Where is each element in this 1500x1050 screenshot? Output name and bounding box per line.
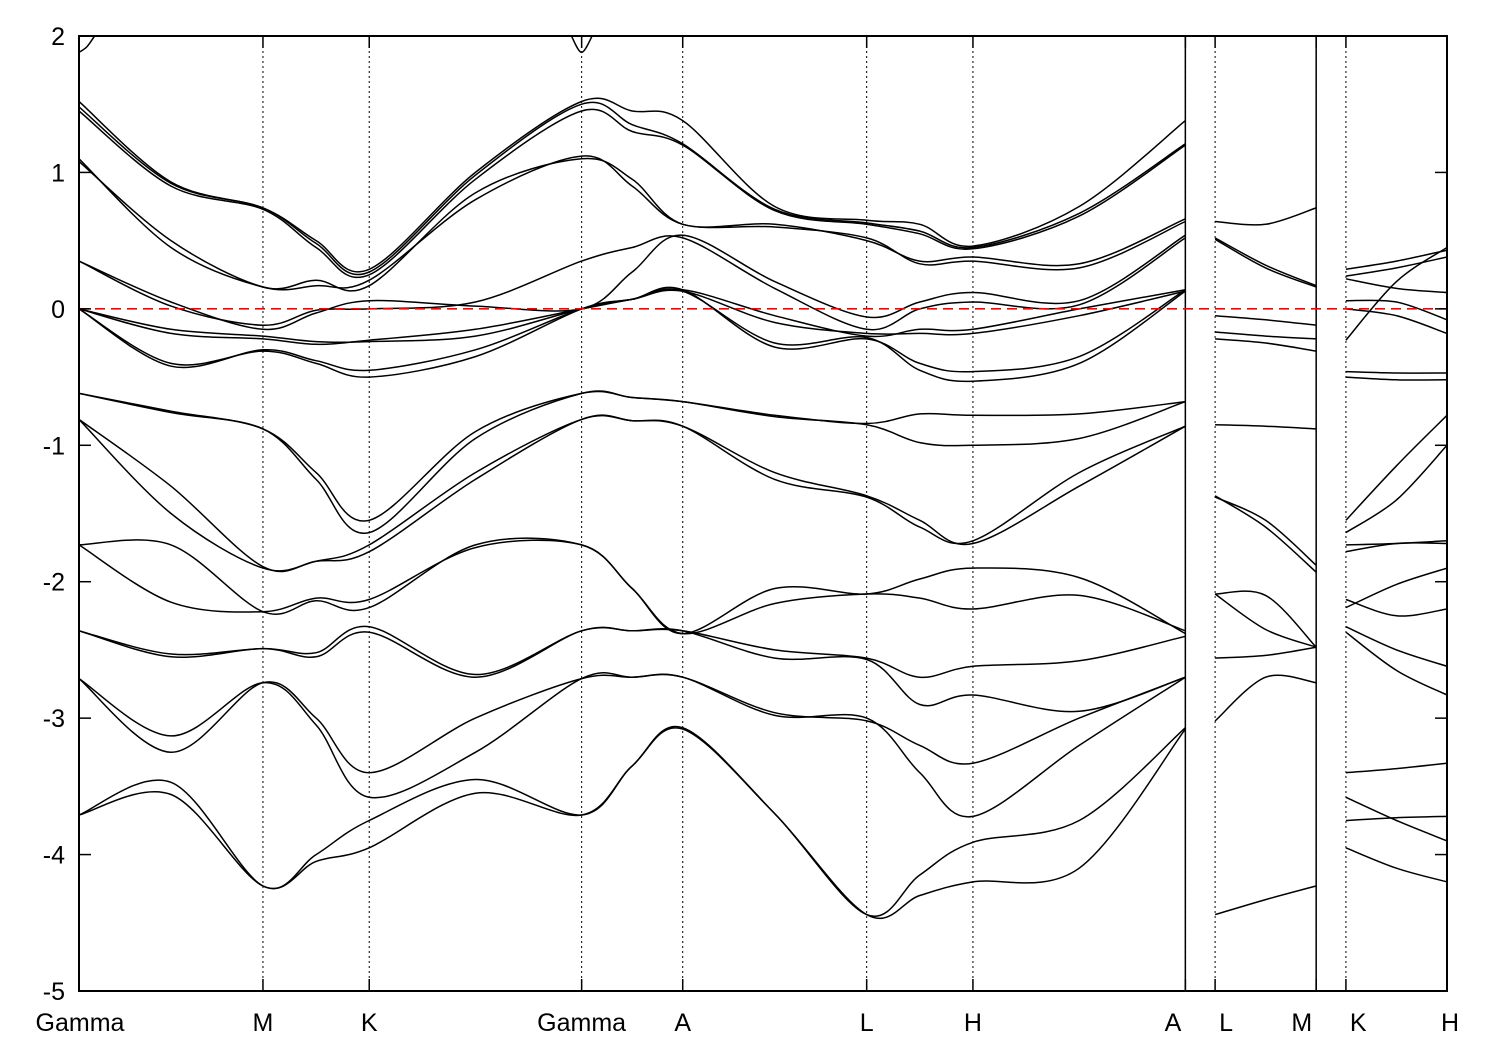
- band-line-2: [79, 671, 1186, 799]
- y-tick-labels: -5 -4 -3 -2 -1 0 1 2: [43, 23, 65, 1006]
- band-line-6: [79, 537, 1186, 635]
- band-line-56: [1345, 847, 1447, 883]
- x-tick-label-8: L: [1219, 1009, 1233, 1037]
- band-line-17: [79, 235, 1186, 331]
- y-tick-label-0: -5: [43, 978, 65, 1006]
- band-line-48: [1345, 542, 1447, 553]
- band-line-50: [1345, 598, 1447, 617]
- x-tick-label-4: A: [674, 1009, 691, 1037]
- band-line-39: [1345, 278, 1447, 294]
- y-tick-label-7: 2: [51, 23, 65, 51]
- x-tick-label-0: Gamma: [36, 1009, 125, 1037]
- band-line-25: [1214, 237, 1317, 287]
- band-line-57: [79, 36, 96, 54]
- y-tick-label-2: -3: [43, 705, 65, 733]
- band-line-22: [79, 101, 1186, 276]
- y-tick-label-6: 1: [51, 159, 65, 187]
- band-line-5: [79, 626, 1186, 713]
- band-line-20: [79, 108, 1186, 278]
- band-line-52: [1345, 631, 1447, 696]
- band-line-16: [79, 234, 1186, 331]
- kpoint-divider-lines: [262, 36, 1347, 991]
- plot-frame: [78, 35, 1448, 992]
- band-line-36: [1214, 885, 1317, 916]
- band-line-8: [79, 414, 1186, 572]
- band-line-49: [1345, 567, 1447, 609]
- x-tick-label-1: M: [253, 1009, 274, 1037]
- band-line-35: [1214, 674, 1317, 722]
- band-line-3: [79, 673, 1186, 818]
- band-line-44: [1345, 376, 1447, 381]
- band-line-43: [1345, 370, 1447, 374]
- band-line-30: [1214, 495, 1317, 573]
- band-line-54: [1345, 796, 1447, 842]
- band-line-19: [79, 155, 1186, 291]
- band-line-32: [1215, 590, 1317, 648]
- x-tick-label-3: Gamma: [537, 1009, 626, 1037]
- x-tick-labels: Gamma M K Gamma A L H A L M K H: [36, 1009, 1459, 1037]
- band-line-15: [79, 289, 1186, 346]
- band-line-55: [1345, 815, 1447, 822]
- band-line-14: [79, 288, 1186, 344]
- y-tick-label-4: -1: [43, 432, 65, 460]
- band-line-11: [79, 390, 1186, 534]
- y-tick-label-1: -4: [43, 842, 65, 870]
- x-tick-label-6: H: [964, 1009, 982, 1037]
- band-line-38: [1345, 256, 1447, 277]
- band-line-58: [570, 36, 593, 54]
- y-tick-label-5: 0: [51, 296, 65, 324]
- band-line-37: [1345, 249, 1447, 271]
- band-line-4: [79, 625, 1186, 678]
- x-tick-label-2: K: [361, 1009, 378, 1037]
- band-line-10: [79, 390, 1186, 522]
- band-line-9: [79, 414, 1186, 573]
- band-line-42: [1345, 246, 1447, 341]
- band-line-34: [1215, 646, 1317, 659]
- band-line-12: [79, 286, 1186, 378]
- axis-ticks: [78, 35, 1448, 992]
- x-tick-label-11: H: [1441, 1009, 1459, 1037]
- band-line-46: [1345, 444, 1447, 534]
- band-line-40: [1345, 299, 1447, 321]
- band-line-0: [79, 727, 1186, 920]
- x-tick-label-10: K: [1350, 1009, 1367, 1037]
- band-lines: [79, 36, 1447, 920]
- band-line-29: [1215, 424, 1317, 430]
- band-line-27: [1215, 331, 1317, 340]
- band-line-1: [79, 725, 1186, 918]
- band-line-31: [1214, 496, 1317, 566]
- band-line-7: [79, 539, 1186, 635]
- band-line-41: [1345, 308, 1447, 335]
- band-line-23: [1215, 207, 1317, 226]
- x-tick-label-9: M: [1291, 1009, 1312, 1037]
- band-line-28: [1215, 338, 1317, 352]
- x-tick-label-5: L: [860, 1009, 874, 1037]
- band-line-33: [1214, 593, 1317, 648]
- band-line-53: [1345, 762, 1447, 774]
- band-line-24: [1214, 238, 1317, 288]
- band-line-26: [1215, 314, 1317, 326]
- band-line-51: [1345, 626, 1447, 668]
- x-tick-label-7: A: [1165, 1009, 1182, 1037]
- band-line-45: [1345, 414, 1447, 521]
- y-tick-label-3: -2: [43, 569, 65, 597]
